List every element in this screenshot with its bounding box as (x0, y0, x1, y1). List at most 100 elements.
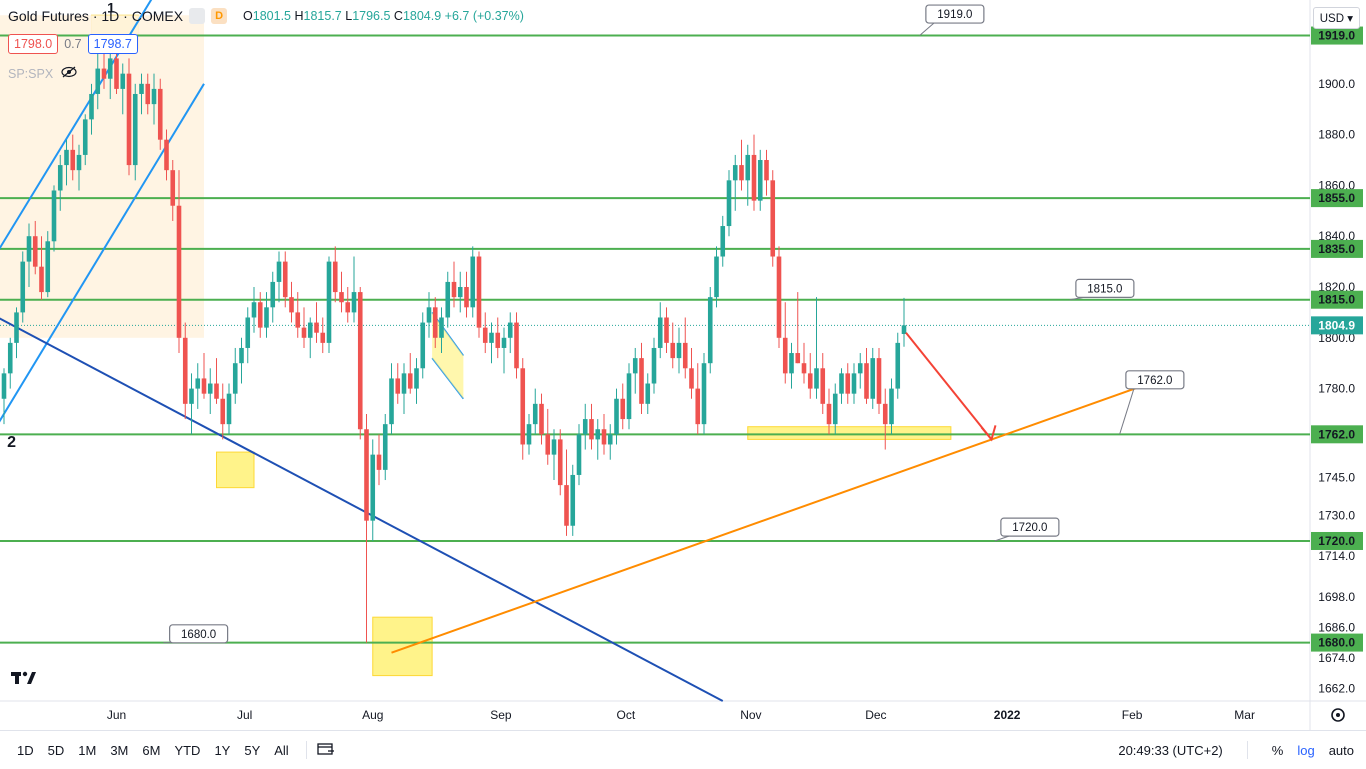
candle (339, 272, 344, 313)
candle (414, 358, 419, 404)
candle-body (189, 389, 194, 404)
range-button-1d[interactable]: 1D (10, 743, 41, 758)
candle-body (89, 94, 94, 119)
candle-body (45, 241, 50, 292)
time-tick-label: Jul (237, 708, 252, 722)
time-tick-label: Nov (740, 708, 761, 722)
candle (664, 307, 669, 353)
candle (508, 312, 513, 353)
buy-price-button[interactable]: 1798.7 (88, 34, 138, 54)
candle (570, 465, 575, 536)
candle (745, 145, 750, 206)
gear-icon[interactable] (1332, 709, 1344, 721)
candle-body (789, 353, 794, 373)
goto-date-icon[interactable] (317, 742, 335, 759)
divider (306, 741, 307, 759)
range-button-all[interactable]: All (267, 743, 295, 758)
sell-price-button[interactable]: 1798.0 (8, 34, 58, 54)
candle-body (589, 419, 594, 439)
candle-body (689, 368, 694, 388)
price-level-tag-label: 1762.0 (1318, 427, 1355, 441)
candle-body (395, 378, 400, 393)
candle (495, 317, 500, 358)
projection-arrow-line (906, 333, 992, 440)
range-button-6m[interactable]: 6M (135, 743, 167, 758)
time-tick-label: Mar (1234, 708, 1255, 722)
candle-body (802, 363, 807, 373)
time-tick-label: Aug (362, 708, 383, 722)
candle-body (895, 343, 900, 389)
candle (670, 323, 675, 369)
candle-body (564, 485, 569, 526)
price-tick-label: 1674.0 (1318, 651, 1355, 665)
candle-body (814, 368, 819, 388)
candle-body (639, 358, 644, 404)
candle (220, 384, 225, 440)
candle (752, 135, 757, 211)
candle (445, 272, 450, 328)
candle (889, 378, 894, 434)
candle (614, 389, 619, 445)
candle-body (708, 297, 713, 363)
candle-body (145, 84, 150, 104)
auto-scale-toggle[interactable]: auto (1329, 743, 1354, 758)
candle-body (58, 165, 63, 190)
candle-body (670, 343, 675, 358)
candle-body (252, 302, 257, 317)
highlight-box (217, 452, 255, 488)
candle (758, 150, 763, 211)
candle-body (558, 439, 563, 485)
hidden-eye-icon[interactable] (61, 66, 77, 81)
candle-body (520, 368, 525, 444)
candle (308, 317, 313, 358)
candle-body (420, 323, 425, 369)
log-scale-toggle[interactable]: log (1297, 743, 1314, 758)
candle-body (214, 384, 219, 399)
price-tick-label: 1780.0 (1318, 382, 1355, 396)
candle-body (714, 257, 719, 298)
tradingview-logo-icon[interactable] (10, 668, 38, 690)
time-tick-label: Jun (107, 708, 126, 722)
candle (333, 246, 338, 302)
price-level-tag-label: 1720.0 (1318, 534, 1355, 548)
candle (877, 348, 882, 414)
candle (158, 79, 163, 150)
candle-body (683, 343, 688, 368)
candle (208, 368, 213, 414)
candle-body (733, 165, 738, 180)
candle-body (495, 333, 500, 348)
range-button-5y[interactable]: 5Y (237, 743, 267, 758)
candle (777, 246, 782, 348)
candle-body (158, 89, 163, 140)
candle-body (852, 373, 857, 393)
compare-symbol[interactable]: SP:SPX (8, 67, 53, 81)
candle-body (102, 69, 107, 79)
delayed-badge: D (211, 8, 227, 24)
range-button-1m[interactable]: 1M (71, 743, 103, 758)
candle-body (627, 373, 632, 419)
range-button-5d[interactable]: 5D (41, 743, 72, 758)
candle (727, 170, 732, 236)
candle (720, 216, 725, 267)
percent-scale-toggle[interactable]: % (1272, 743, 1284, 758)
candle-body (764, 160, 769, 180)
candle (595, 419, 600, 460)
candle-body (502, 338, 507, 348)
candle-body (177, 206, 182, 338)
candle-body (258, 302, 263, 327)
candle-body (20, 262, 25, 313)
candle (658, 302, 663, 358)
candle-body (339, 292, 344, 302)
candle (683, 317, 688, 378)
currency-button[interactable]: USD ▾ (1313, 7, 1360, 29)
range-button-1y[interactable]: 1Y (207, 743, 237, 758)
range-button-3m[interactable]: 3M (103, 743, 135, 758)
candle-body (183, 338, 188, 404)
symbol-title[interactable]: Gold Futures · 1D · COMEX (8, 8, 183, 24)
range-button-ytd[interactable]: YTD (167, 743, 207, 758)
candle (14, 307, 19, 358)
timezone-clock[interactable]: 20:49:33 (UTC+2) (1118, 743, 1222, 758)
candle-body (8, 343, 13, 373)
candle (702, 353, 707, 434)
